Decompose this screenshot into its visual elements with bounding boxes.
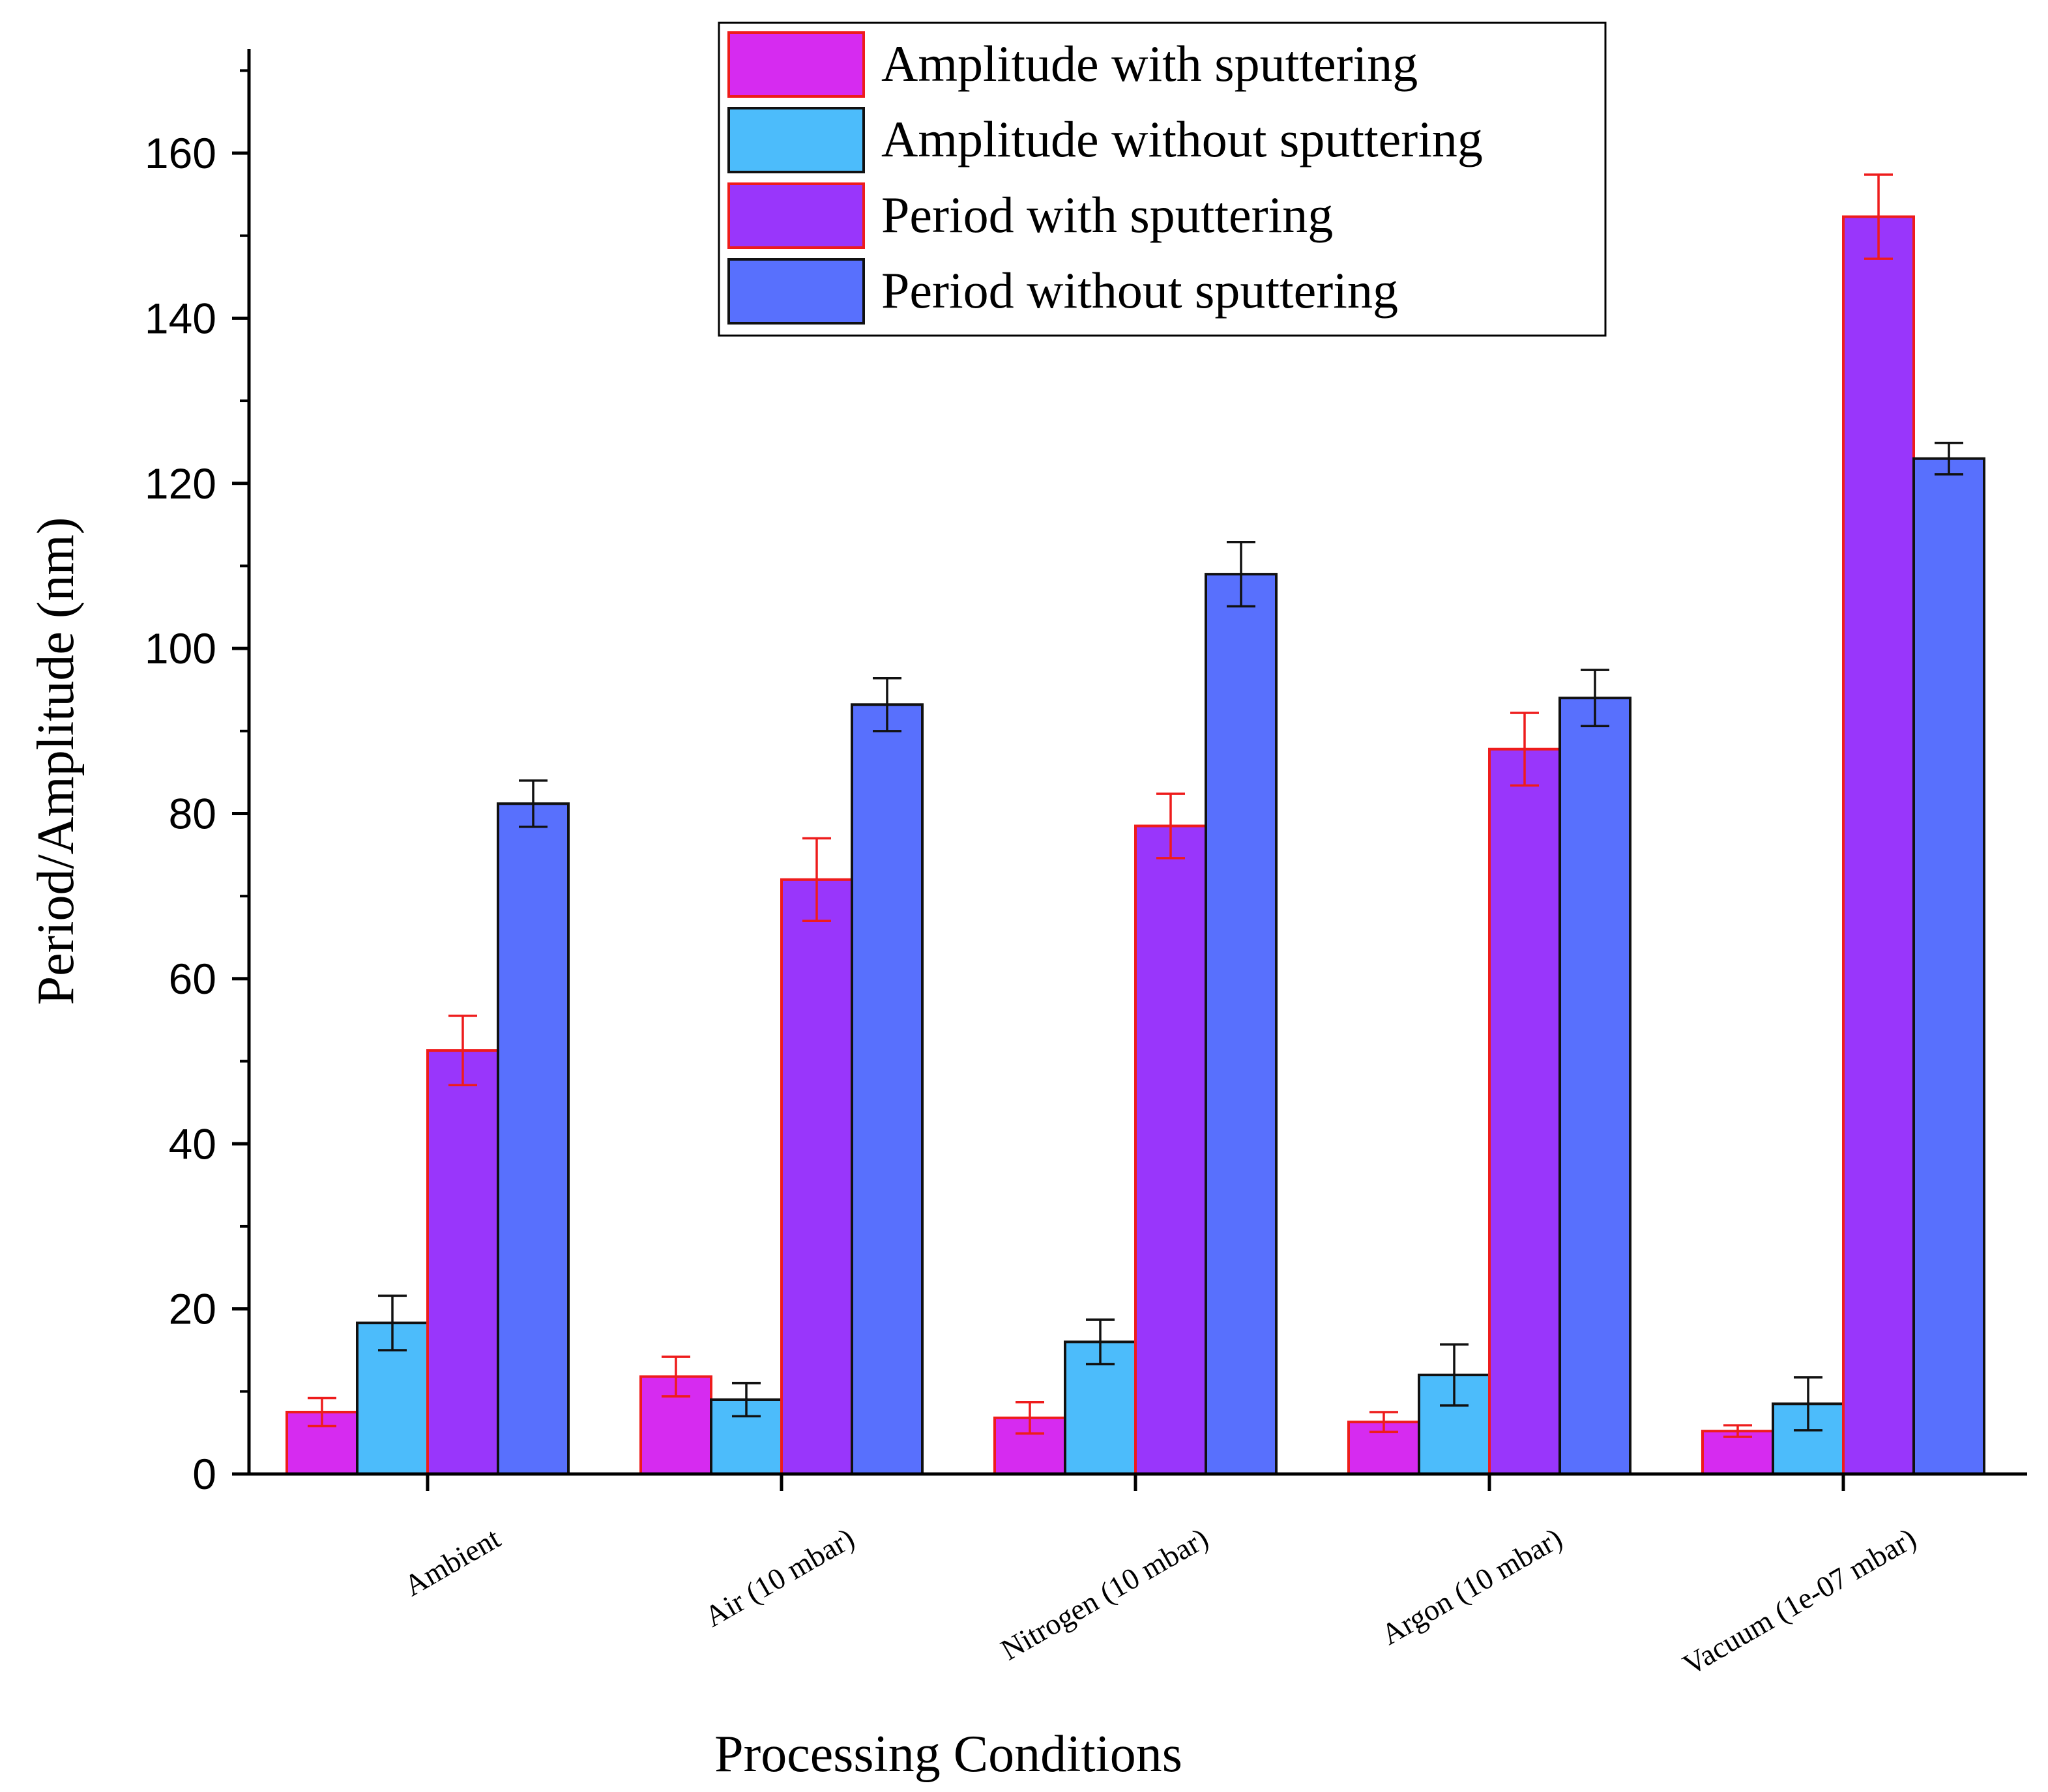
legend-label: Amplitude without sputtering [881, 111, 1483, 167]
error-bar [1369, 1411, 1398, 1434]
y-tick-label: 100 [145, 624, 216, 672]
error-bar [873, 676, 901, 732]
x-tick-label: Nitrogen (10 mbar) [995, 1521, 1214, 1666]
legend-swatch [727, 31, 865, 98]
error-bar [1935, 441, 1963, 476]
error-bar [1227, 540, 1255, 608]
x-tick-label: Argon (10 mbar) [1375, 1521, 1568, 1651]
error-bar [1086, 1318, 1115, 1366]
error-bar [1794, 1376, 1822, 1432]
bar [1205, 573, 1278, 1476]
y-tick-label: 0 [192, 1450, 216, 1498]
bar [426, 1049, 499, 1475]
legend-swatch [727, 107, 865, 173]
error-bar [1016, 1401, 1044, 1435]
bar [780, 878, 853, 1475]
error-bar [1581, 669, 1609, 727]
legend-box [718, 22, 1607, 337]
error-bar [448, 1015, 477, 1087]
y-tick-label: 140 [145, 294, 216, 342]
legend: Amplitude with sputtering Amplitude witho… [718, 22, 1607, 337]
legend-items: Amplitude with sputtering Amplitude witho… [727, 31, 1483, 325]
error-bar [1510, 712, 1539, 787]
y-axis-title: Period/Amplitude (nm) [27, 517, 85, 1005]
error-bar [1723, 1424, 1752, 1438]
y-tick-label: 20 [169, 1285, 216, 1333]
bar [1912, 457, 1985, 1475]
axes-layer [247, 49, 2027, 1476]
bars-layer [285, 215, 1985, 1476]
legend-item: Amplitude with sputtering [727, 31, 1418, 98]
error-bar [378, 1294, 407, 1351]
error-bar [308, 1396, 336, 1428]
legend-swatch [727, 182, 865, 249]
error-bar [1440, 1343, 1469, 1407]
bar [851, 703, 924, 1475]
x-tick-label: Vacuum (1e-07 mbar) [1677, 1521, 1922, 1681]
bar [1488, 747, 1561, 1475]
error-bar [1156, 792, 1185, 860]
legend-swatch [727, 258, 865, 325]
y-tick-label: 80 [169, 790, 216, 838]
y-tick-label: 40 [169, 1120, 216, 1168]
error-bar [662, 1355, 690, 1398]
x-tick-label: Air (10 mbar) [699, 1521, 860, 1633]
error-bar [519, 779, 548, 828]
y-tick-label: 120 [145, 459, 216, 508]
error-bars-layer [308, 173, 1963, 1438]
bar [1842, 215, 1915, 1476]
legend-item: Period without sputtering [727, 258, 1398, 325]
y-tick-label: 60 [169, 955, 216, 1003]
y-ticks: 0 20 40 60 80 100 120 140 160 [145, 69, 249, 1498]
legend-label: Period with sputtering [881, 186, 1333, 243]
bar [1134, 824, 1207, 1476]
legend-label: Period without sputtering [881, 262, 1398, 319]
y-tick-label: 160 [145, 129, 216, 177]
x-tick-label: Ambient [398, 1521, 506, 1602]
error-bar [802, 837, 831, 922]
legend-item: Period with sputtering [727, 182, 1333, 249]
x-ticks: Ambient Air (10 mbar) Nitrogen (10 mbar) Ar… [398, 1474, 1922, 1681]
error-bar [732, 1381, 761, 1418]
bar [497, 802, 570, 1475]
x-axis-title: Processing Conditions [714, 1726, 1182, 1783]
error-bar [1864, 173, 1893, 260]
legend-item: Amplitude without sputtering [727, 107, 1483, 173]
legend-label: Amplitude with sputtering [881, 35, 1418, 92]
bar [1558, 697, 1631, 1475]
